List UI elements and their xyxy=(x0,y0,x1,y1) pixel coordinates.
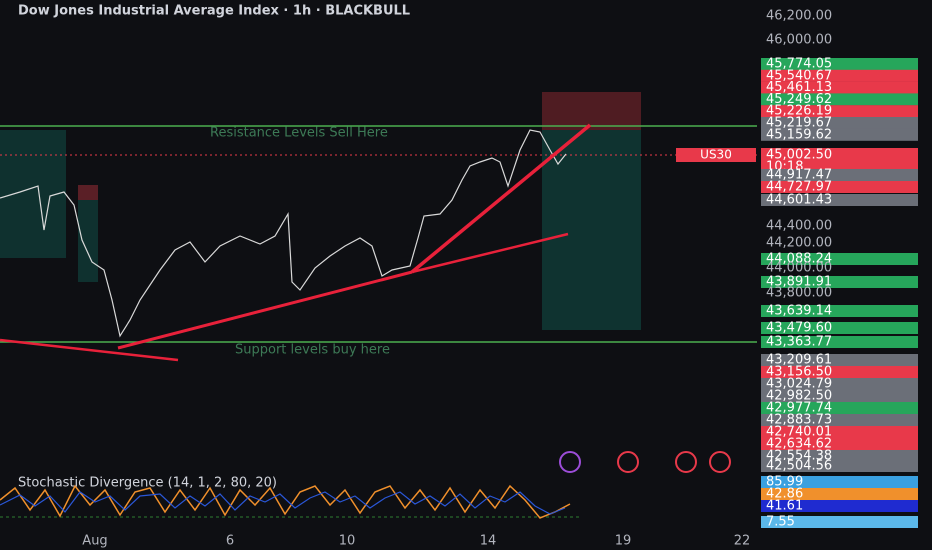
price-label-bg xyxy=(761,58,918,70)
stoch-k xyxy=(0,484,571,519)
price-label: 42,504.56 xyxy=(766,459,832,474)
price-label: 44,088.24 xyxy=(766,252,832,267)
price-label-bg xyxy=(761,354,918,366)
price-label-bg xyxy=(761,414,918,426)
price-label: 45,461.13 xyxy=(766,80,832,95)
annotation: Support levels buy here xyxy=(235,343,390,358)
price-label: 42,740.01 xyxy=(766,425,832,440)
current-price: 45,002.50 xyxy=(766,148,832,163)
price-label: 43,156.50 xyxy=(766,365,832,380)
price-label: 41.61 xyxy=(766,499,803,514)
symbol-tag xyxy=(676,148,756,162)
stop-zone xyxy=(542,92,641,130)
price-label: 43,800.00 xyxy=(766,286,832,301)
time-label: 10 xyxy=(339,534,356,549)
price-label-bg xyxy=(761,93,918,106)
zone xyxy=(78,200,98,282)
time-label: 14 xyxy=(480,534,497,549)
price-label-bg xyxy=(761,402,918,414)
price-label-bg xyxy=(761,390,918,402)
symbol-name: US30 xyxy=(700,148,732,162)
trend-line xyxy=(117,270,413,350)
price-label: 7.55 xyxy=(766,515,795,530)
price-label: 44,000.00 xyxy=(766,261,832,276)
price-label: 43,639.14 xyxy=(766,304,832,319)
price-label: 44,917.47 xyxy=(766,168,832,183)
trend-line xyxy=(411,232,569,274)
price-label: 45,226.19 xyxy=(766,104,832,119)
price-label-bg xyxy=(761,488,918,500)
price-label: 45,774.05 xyxy=(766,57,832,72)
price-label-bg xyxy=(761,500,918,512)
price-label: 44,400.00 xyxy=(766,219,832,234)
price-label: 45,249.62 xyxy=(766,92,832,107)
time-label: 6 xyxy=(226,534,234,549)
indicator-label: Stochastic Divergence (14, 1, 2, 80, 20) xyxy=(18,476,277,491)
price-label-bg xyxy=(761,322,918,334)
price-label: 42,883.73 xyxy=(766,413,832,428)
time-label: Aug xyxy=(82,534,107,549)
price-label: 44,200.00 xyxy=(766,236,832,251)
price-label-bg xyxy=(761,69,918,82)
price-label-bg xyxy=(761,169,918,181)
price-label-bg xyxy=(761,305,918,317)
time-label: 19 xyxy=(615,534,632,549)
icon[interactable] xyxy=(675,451,697,473)
price-label-bg xyxy=(761,105,918,118)
price-label: 42,554.38 xyxy=(766,449,832,464)
price-label: 46,200.00 xyxy=(766,9,832,24)
price-label: 42.86 xyxy=(766,487,803,502)
price-label: 44,727.97 xyxy=(766,180,832,195)
trend-line xyxy=(0,338,179,362)
price-label: 85.99 xyxy=(766,475,803,490)
price-label: 42,982.50 xyxy=(766,389,832,404)
price-label-bg xyxy=(761,450,918,462)
price-label: 44,601.43 xyxy=(766,193,832,208)
price-label-bg xyxy=(761,253,918,265)
icon[interactable] xyxy=(559,451,581,473)
price-label: 45,219.67 xyxy=(766,116,832,131)
price-label-bg xyxy=(761,438,918,450)
price-label-bg xyxy=(761,516,918,528)
price-label-bg xyxy=(761,181,918,193)
zone xyxy=(78,185,98,200)
price-label-bg xyxy=(761,426,918,438)
target-zone xyxy=(542,130,641,330)
price-label: 43,891.91 xyxy=(766,275,832,290)
price-label: 42,977.74 xyxy=(766,401,832,416)
price-label: 42,634.62 xyxy=(766,437,832,452)
price-label-bg xyxy=(761,378,918,390)
price-label-bg xyxy=(761,476,918,488)
price-label: 43,363.77 xyxy=(766,335,832,350)
price-label: 45,540.67 xyxy=(766,68,832,83)
price-label: 43,209.61 xyxy=(766,353,832,368)
price-label-bg xyxy=(761,336,918,348)
price-label-bg xyxy=(761,194,918,206)
price-label-bg xyxy=(761,117,918,129)
time-label: 22 xyxy=(734,534,751,549)
price-label-bg xyxy=(761,81,918,94)
price-label: 45,159.62 xyxy=(766,127,832,142)
icon[interactable] xyxy=(617,451,639,473)
price-label: 43,479.60 xyxy=(766,321,832,336)
annotation: Resistance Levels Sell Here xyxy=(210,126,388,141)
price-label-bg xyxy=(761,276,918,288)
trend-line xyxy=(410,123,592,274)
price-label: 43,024.79 xyxy=(766,377,832,392)
price-path xyxy=(0,129,567,338)
price-label-bg xyxy=(761,460,918,472)
icon[interactable] xyxy=(709,451,731,473)
price-label-bg xyxy=(761,366,918,378)
price-label: 46,000.00 xyxy=(766,33,832,48)
price-label-bg xyxy=(761,128,918,141)
chart-title: Dow Jones Industrial Average Index · 1h … xyxy=(18,4,410,19)
stoch-d xyxy=(0,491,566,515)
